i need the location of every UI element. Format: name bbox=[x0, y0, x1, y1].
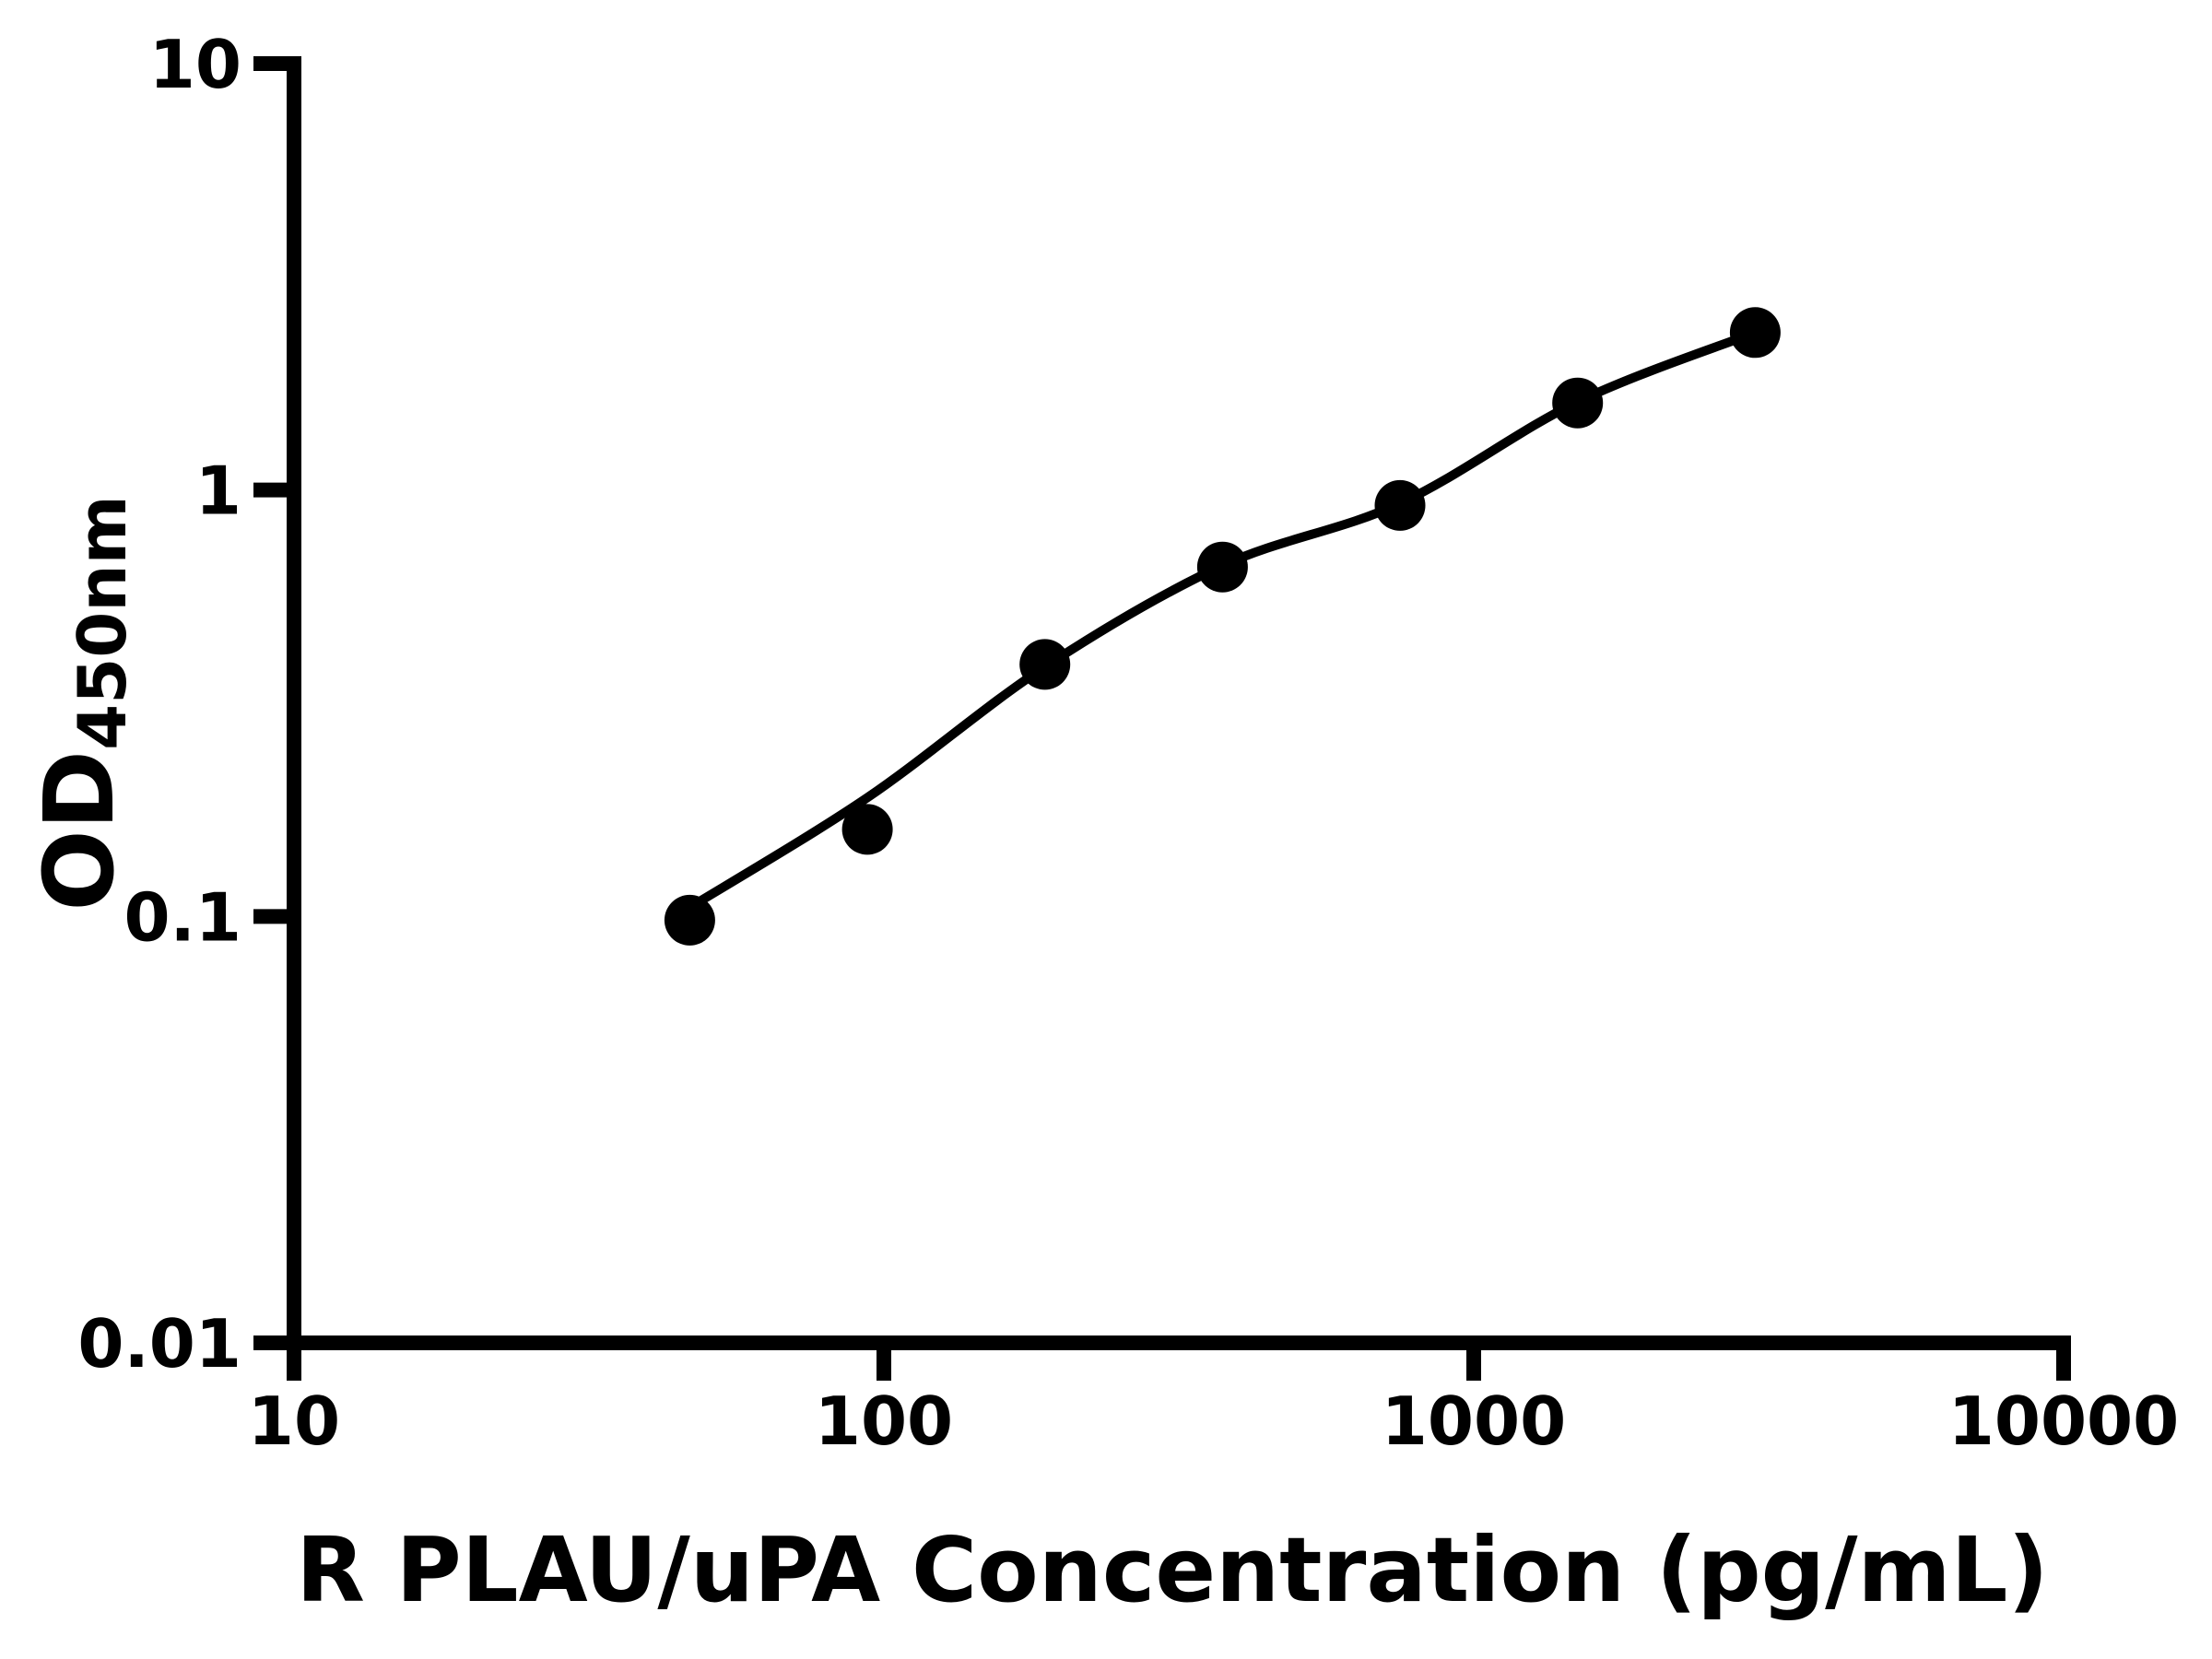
data-point-marker bbox=[1019, 639, 1071, 690]
data-points bbox=[664, 307, 1781, 946]
data-point-marker bbox=[1196, 541, 1248, 593]
data-point-marker bbox=[841, 804, 893, 855]
x-tick-label: 1000 bbox=[1382, 1382, 1566, 1460]
y-axis-title-subscript: 450nm bbox=[64, 495, 141, 750]
y-axis-title-main: OD bbox=[23, 750, 135, 912]
x-axis-title: R PLAU/uPA Concentration (pg/mL) bbox=[296, 1518, 2049, 1622]
y-tick-label: 0.1 bbox=[124, 878, 241, 956]
x-tick-label: 100 bbox=[815, 1382, 953, 1460]
data-point-marker bbox=[1374, 479, 1426, 531]
y-tick-label: 0.01 bbox=[77, 1305, 241, 1382]
x-tick-label: 10000 bbox=[1948, 1382, 2180, 1460]
data-point-marker bbox=[1729, 307, 1781, 359]
y-tick-label: 10 bbox=[149, 26, 241, 103]
data-point-marker bbox=[664, 894, 715, 946]
y-tick-label: 1 bbox=[195, 453, 241, 530]
y-axis-title: OD450nm bbox=[23, 495, 141, 911]
axes bbox=[253, 55, 2071, 1381]
x-tick-label: 10 bbox=[248, 1382, 340, 1460]
data-point-marker bbox=[1552, 377, 1604, 429]
tick-labels: 0.01 0.1 1 10 10 100 1000 10000 bbox=[77, 26, 2179, 1460]
